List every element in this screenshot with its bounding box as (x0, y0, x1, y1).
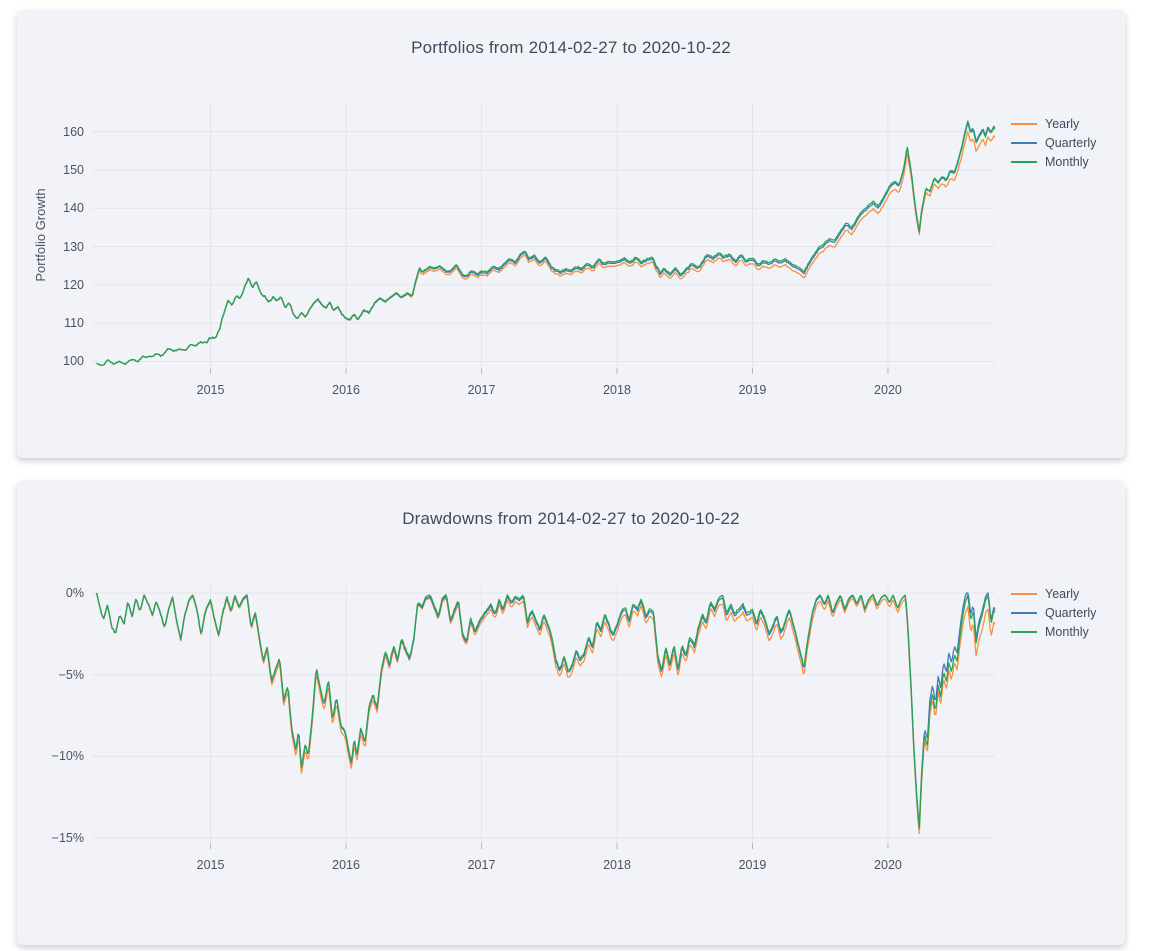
legend-label: Quarterly (1045, 605, 1097, 620)
legend-line-swatch (1011, 611, 1037, 614)
legend-label: Monthly (1045, 154, 1089, 169)
drawdowns-chart-title: Drawdowns from 2014-02-27 to 2020-10-22 (402, 509, 740, 528)
series-line-quarterly[interactable] (96, 592, 996, 827)
y-tick-label: 130 (63, 239, 84, 254)
legend-line-swatch (1011, 592, 1037, 595)
legend-item-quarterly[interactable]: Quarterly (1011, 133, 1096, 152)
legend-item-yearly[interactable]: Yearly (1011, 584, 1096, 603)
x-tick-label: 2020 (874, 858, 902, 872)
drawdowns-canvas (92, 586, 996, 849)
x-tick-label: 2018 (603, 858, 631, 872)
legend-line-swatch (1011, 122, 1037, 125)
series-line-monthly[interactable] (96, 592, 996, 830)
series-line-yearly[interactable] (96, 592, 996, 834)
portfolios-card: Portfolios from 2014-02-27 to 2020-10-22… (17, 10, 1125, 458)
legend-item-quarterly[interactable]: Quarterly (1011, 603, 1096, 622)
y-tick-label: 110 (64, 316, 84, 331)
x-tick-label: 2017 (467, 383, 496, 397)
x-tick-label: 2016 (332, 858, 360, 872)
y-tick-label: −5% (58, 667, 84, 682)
x-tick-label: 2019 (738, 858, 767, 872)
x-tick-label: 2016 (332, 383, 360, 397)
portfolios-legend: Yearly Quarterly Monthly (1011, 114, 1096, 171)
legend-item-monthly[interactable]: Monthly (1011, 622, 1096, 641)
x-tick-label: 2015 (196, 858, 225, 872)
x-tick-label: 2020 (874, 383, 902, 397)
legend-label: Monthly (1045, 624, 1089, 639)
y-tick-label: 100 (63, 354, 84, 369)
legend-label: Yearly (1045, 586, 1080, 601)
portfolios-canvas (92, 104, 996, 374)
legend-line-swatch (1011, 141, 1037, 144)
x-tick-label: 2015 (196, 383, 225, 397)
legend-item-yearly[interactable]: Yearly (1011, 114, 1096, 133)
series-line-quarterly[interactable] (96, 120, 996, 367)
y-tick-label: 150 (63, 162, 84, 177)
drawdowns-legend: Yearly Quarterly Monthly (1011, 584, 1096, 641)
legend-line-swatch (1011, 160, 1037, 163)
series-line-monthly[interactable] (96, 122, 996, 366)
portfolios-chart-title: Portfolios from 2014-02-27 to 2020-10-22 (411, 38, 731, 57)
y-tick-label: 140 (63, 201, 84, 216)
x-tick-label: 2019 (738, 383, 767, 397)
drawdowns-plot-area[interactable]: 0% −5% −10% −15% 2015 2016 2017 2018 2019 2020 Yea… (17, 481, 1125, 945)
legend-label: Yearly (1045, 116, 1080, 131)
portfolios-plot-area[interactable]: 100 110 120 130 140 150 160 2015 2016 2017 2018 201… (17, 10, 1125, 458)
y-tick-label: −15% (51, 831, 84, 846)
legend-item-monthly[interactable]: Monthly (1011, 152, 1096, 171)
y-tick-label: 160 (63, 124, 84, 139)
drawdowns-card: Drawdowns from 2014-02-27 to 2020-10-22 … (17, 481, 1125, 945)
x-tick-label: 2018 (603, 383, 631, 397)
legend-label: Quarterly (1045, 135, 1097, 150)
y-tick-label: 120 (63, 277, 84, 292)
y-tick-label: 0% (65, 586, 84, 601)
series-line-yearly[interactable] (96, 131, 996, 367)
legend-line-swatch (1011, 630, 1037, 633)
x-tick-label: 2017 (467, 858, 496, 872)
y-tick-label: −10% (51, 749, 84, 764)
